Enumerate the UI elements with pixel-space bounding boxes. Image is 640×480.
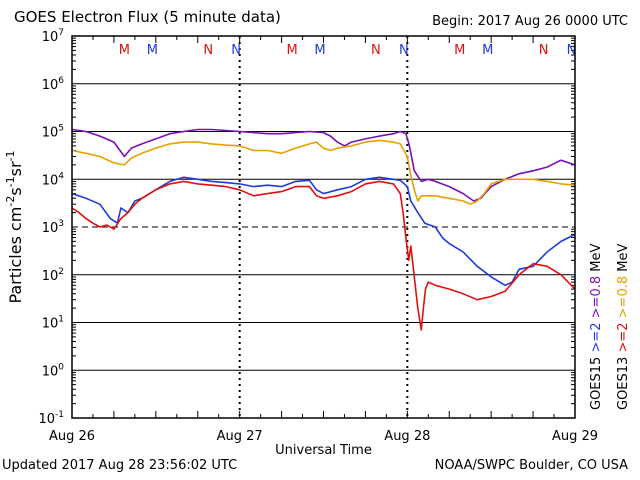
chart-title: GOES Electron Flux (5 minute data): [14, 8, 281, 26]
series-line: [71, 139, 576, 205]
y-tick-label: 105: [42, 124, 64, 141]
y-tick-label: 104: [42, 171, 65, 188]
noon-midnight-marker: M: [119, 43, 130, 58]
noon-midnight-marker: N: [203, 43, 213, 58]
y-tick-label: 10-1: [38, 410, 64, 427]
begin-time: Begin: 2017 Aug 26 0000 UTC: [432, 14, 628, 29]
noon-midnight-marker: N: [231, 43, 241, 58]
plot-frame: [71, 35, 576, 419]
legend-entry: GOES13 >=2 >=0.8 MeV: [616, 244, 631, 410]
updated-timestamp: Updated 2017 Aug 28 23:56:02 UTC: [2, 458, 238, 473]
x-tick-label: Aug 28: [384, 429, 430, 444]
noon-midnight-marker: M: [314, 43, 325, 58]
noon-midnight-marker: N: [539, 43, 549, 58]
x-axis-label: Universal Time: [275, 443, 372, 458]
noon-midnight-marker: N: [399, 43, 409, 58]
y-tick-label: 102: [42, 267, 64, 284]
x-tick-label: Aug 27: [217, 429, 263, 444]
noon-midnight-marker: N: [567, 43, 577, 58]
series-line: [71, 176, 576, 287]
y-axis-label: Particles cm-2s-1sr-1: [4, 150, 25, 303]
y-tick-label: 101: [42, 315, 64, 332]
y-tick-label: 106: [42, 76, 65, 93]
noon-midnight-marker: M: [286, 43, 297, 58]
legend-entry: GOES15 >=2 >=0.8 MeV: [589, 244, 604, 410]
series-line: [71, 128, 576, 202]
noon-midnight-marker: M: [147, 43, 158, 58]
y-tick-label: 103: [42, 219, 64, 236]
noon-midnight-marker: M: [482, 43, 493, 58]
credit-line: NOAA/SWPC Boulder, CO USA: [434, 458, 628, 473]
y-tick-label: 107: [42, 28, 64, 45]
noon-midnight-marker: M: [454, 43, 465, 58]
x-tick-label: Aug 29: [552, 429, 598, 444]
series-line: [71, 180, 576, 331]
y-tick-label: 100: [42, 362, 65, 379]
noon-midnight-marker: N: [371, 43, 381, 58]
x-tick-label: Aug 26: [49, 429, 95, 444]
